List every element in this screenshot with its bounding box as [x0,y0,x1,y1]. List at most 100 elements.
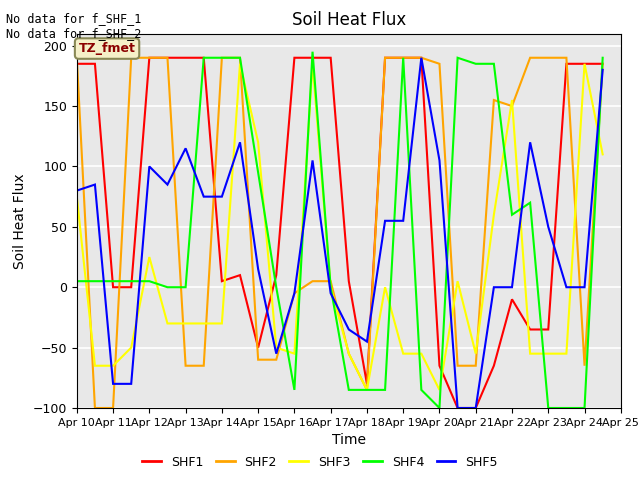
SHF3 [454,278,461,284]
SHF1 [327,55,335,60]
SHF5 [508,284,516,290]
SHF3 [109,363,117,369]
Line: SHF4: SHF4 [77,52,603,408]
SHF5 [127,381,135,387]
SHF3 [345,351,353,357]
SHF4 [308,49,316,55]
SHF2 [508,103,516,109]
SHF2 [545,55,552,60]
SHF3 [182,321,189,326]
SHF5 [308,157,316,163]
SHF5 [345,326,353,332]
SHF1 [345,278,353,284]
SHF5 [254,266,262,272]
SHF2 [236,55,244,60]
SHF1 [291,55,298,60]
SHF4 [454,55,461,60]
SHF2 [164,55,172,60]
SHF5 [526,139,534,145]
Y-axis label: Soil Heat Flux: Soil Heat Flux [13,173,27,269]
SHF4 [508,212,516,217]
SHF3 [563,351,570,357]
SHF5 [545,224,552,230]
SHF1 [472,405,479,411]
SHF3 [200,321,207,326]
SHF1 [127,284,135,290]
Line: SHF5: SHF5 [77,58,603,408]
SHF4 [580,405,588,411]
SHF3 [580,61,588,67]
SHF5 [182,145,189,151]
SHF4 [345,387,353,393]
SHF2 [599,61,607,67]
SHF1 [91,61,99,67]
Line: SHF1: SHF1 [77,58,603,408]
SHF4 [109,278,117,284]
SHF1 [526,326,534,332]
X-axis label: Time: Time [332,433,366,447]
SHF4 [291,387,298,393]
SHF1 [399,55,407,60]
SHF1 [218,278,226,284]
SHF4 [545,405,552,411]
SHF4 [399,55,407,60]
SHF1 [109,284,117,290]
SHF1 [436,363,444,369]
SHF1 [200,55,207,60]
Line: SHF2: SHF2 [77,58,603,408]
SHF2 [454,363,461,369]
SHF2 [200,363,207,369]
SHF3 [73,194,81,200]
SHF5 [436,157,444,163]
SHF4 [218,55,226,60]
SHF4 [563,405,570,411]
SHF4 [490,61,498,67]
SHF2 [417,55,425,60]
SHF4 [273,284,280,290]
SHF2 [308,278,316,284]
SHF1 [363,381,371,387]
SHF4 [200,55,207,60]
SHF2 [526,55,534,60]
SHF4 [381,387,389,393]
SHF3 [508,97,516,103]
SHF4 [327,284,335,290]
SHF2 [580,363,588,369]
SHF5 [599,67,607,72]
SHF5 [363,339,371,345]
SHF5 [73,188,81,193]
SHF3 [399,351,407,357]
SHF2 [327,278,335,284]
SHF1 [563,61,570,67]
SHF2 [109,405,117,411]
SHF5 [399,218,407,224]
SHF3 [436,387,444,393]
Legend: SHF1, SHF2, SHF3, SHF4, SHF5: SHF1, SHF2, SHF3, SHF4, SHF5 [137,451,503,474]
SHF2 [127,55,135,60]
SHF5 [109,381,117,387]
SHF3 [490,212,498,217]
SHF3 [273,345,280,350]
SHF3 [599,152,607,157]
SHF3 [164,321,172,326]
SHF3 [145,254,153,260]
SHF4 [472,61,479,67]
SHF3 [363,387,371,393]
SHF5 [200,194,207,200]
SHF4 [526,200,534,205]
SHF3 [218,321,226,326]
SHF1 [236,272,244,278]
SHF1 [145,55,153,60]
SHF5 [145,164,153,169]
SHF2 [381,55,389,60]
SHF2 [472,363,479,369]
SHF2 [563,55,570,60]
SHF2 [490,97,498,103]
SHF4 [236,55,244,60]
SHF3 [308,61,316,67]
SHF5 [417,55,425,60]
SHF1 [254,345,262,350]
SHF3 [236,61,244,67]
SHF3 [327,284,335,290]
SHF2 [145,55,153,60]
